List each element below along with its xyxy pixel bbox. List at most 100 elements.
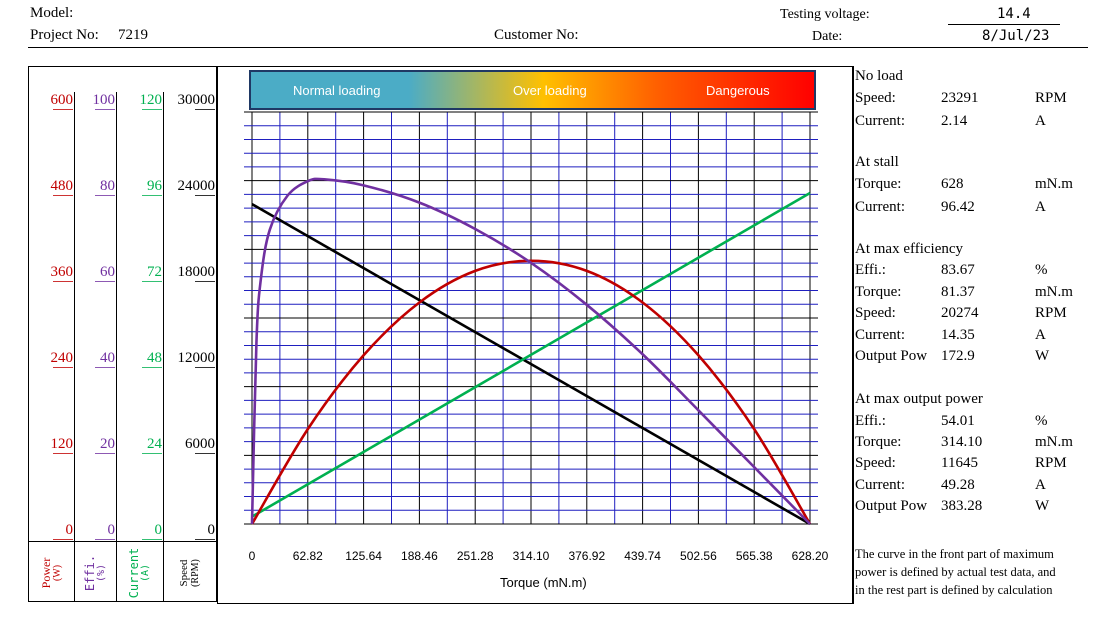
results-label: Effi.: [855,262,886,278]
results-label: Torque: [855,434,902,450]
results-unit: A [1035,477,1046,493]
axis-tick-mark [95,367,115,368]
voltage-value: 14.4 [997,6,1031,22]
results-unit: RPM [1035,305,1067,321]
results-label: Output Pow [855,498,928,514]
project-label: Project No: [30,27,99,43]
axis-tick-mark [95,109,115,110]
axis-tick-label: 6000 [185,436,215,452]
date-value: 8/Jul/23 [982,28,1050,44]
results-value: 83.67 [941,262,975,278]
results-value: 23291 [941,90,979,106]
axis-table-divider [74,92,75,602]
results-unit: RPM [1035,455,1067,471]
axis-tick-label: 0 [65,522,74,538]
results-label: Current: [855,113,905,129]
axis-tick-label: 0 [207,522,216,538]
results-label: Current: [855,327,905,343]
axis-title-current: Current (A) [117,546,163,600]
axis-tick-label: 480 [50,178,74,194]
axis-tick-mark [195,281,215,282]
axis-tick-label: 96 [147,178,162,194]
results-panel-border [853,66,854,604]
results-label: Speed: [855,455,896,471]
axis-tick-mark [142,367,162,368]
axis-tick-label: 20 [100,436,115,452]
date-label: Date: [812,29,843,44]
results-label: Speed: [855,305,896,321]
results-label: Torque: [855,176,902,192]
results-unit: mN.m [1035,284,1073,300]
axis-table [28,66,217,602]
axis-tick-mark [53,453,73,454]
axis-tick-label: 120 [50,436,74,452]
axis-tick-label: 24000 [177,178,216,194]
results-section-title: At max efficiency [855,241,964,257]
loading-legend-bar: Normal loading Over loading Dangerous [249,70,816,110]
axis-table-divider [28,541,217,542]
voltage-label: Testing voltage: [780,7,870,22]
x-axis-label: Torque (mN.m) [500,575,587,590]
axis-title-speed: Speed (RPM) [164,546,216,600]
results-value: 11645 [941,455,978,471]
axis-tick-mark [142,281,162,282]
results-value: 20274 [941,305,979,321]
axis-tick-mark [53,281,73,282]
over-loading-label: Over loading [513,83,587,98]
axis-tick-mark [142,453,162,454]
results-value: 2.14 [941,113,968,129]
axis-tick-label: 100 [92,92,116,108]
results-unit: A [1035,327,1046,343]
model-label: Model: [30,5,74,21]
axis-tick-mark [142,195,162,196]
axis-tick-label: 60 [100,264,115,280]
axis-tick-label: 240 [50,350,74,366]
axis-table-divider [163,92,164,602]
axis-tick-mark [53,195,73,196]
axis-tick-label: 12000 [177,350,216,366]
results-value: 14.35 [941,327,975,343]
axis-table-divider [116,92,117,602]
results-unit: mN.m [1035,176,1073,192]
axis-tick-mark [95,453,115,454]
axis-tick-mark [95,281,115,282]
results-unit: mN.m [1035,434,1073,450]
axis-tick-label: 72 [147,264,162,280]
results-label: Effi.: [855,413,886,429]
results-value: 54.01 [941,413,975,429]
axis-tick-mark [195,453,215,454]
results-value: 81.37 [941,284,975,300]
results-label: Torque: [855,284,902,300]
axis-title-unit: (%) [95,563,107,583]
results-section-title: At max output power [855,391,983,407]
results-value: 49.28 [941,477,975,493]
dangerous-label: Dangerous [706,83,770,98]
results-label: Current: [855,199,905,215]
voltage-underline [948,24,1060,25]
results-label: Output Pow [855,348,928,364]
axis-title-name: Current [127,547,141,599]
axis-title-unit: (A) [140,563,151,583]
axis-tick-mark [195,367,215,368]
results-value: 96.42 [941,199,975,215]
results-unit: W [1035,498,1050,514]
results-unit: A [1035,199,1046,215]
axis-tick-label: 48 [147,350,162,366]
footnote: The curve in the front part of maximum p… [855,545,1056,599]
footnote-line: The curve in the front part of maximum [855,547,1054,561]
results-value: 314.10 [941,434,983,450]
axis-title-unit: (RPM) [190,559,201,587]
axis-title-effi: Effi. (%) [75,546,116,600]
results-section-title: No load [855,68,903,84]
results-value: 172.9 [941,348,975,364]
axis-title-name: Power [39,557,53,589]
project-value: 7219 [118,27,148,43]
results-label: Current: [855,477,905,493]
axis-tick-mark [195,109,215,110]
axis-tick-label: 600 [50,92,74,108]
axis-tick-label: 0 [154,522,163,538]
axis-tick-mark [195,195,215,196]
axis-tick-label: 18000 [177,264,216,280]
axis-tick-label: 0 [107,522,116,538]
axis-tick-mark [53,109,73,110]
